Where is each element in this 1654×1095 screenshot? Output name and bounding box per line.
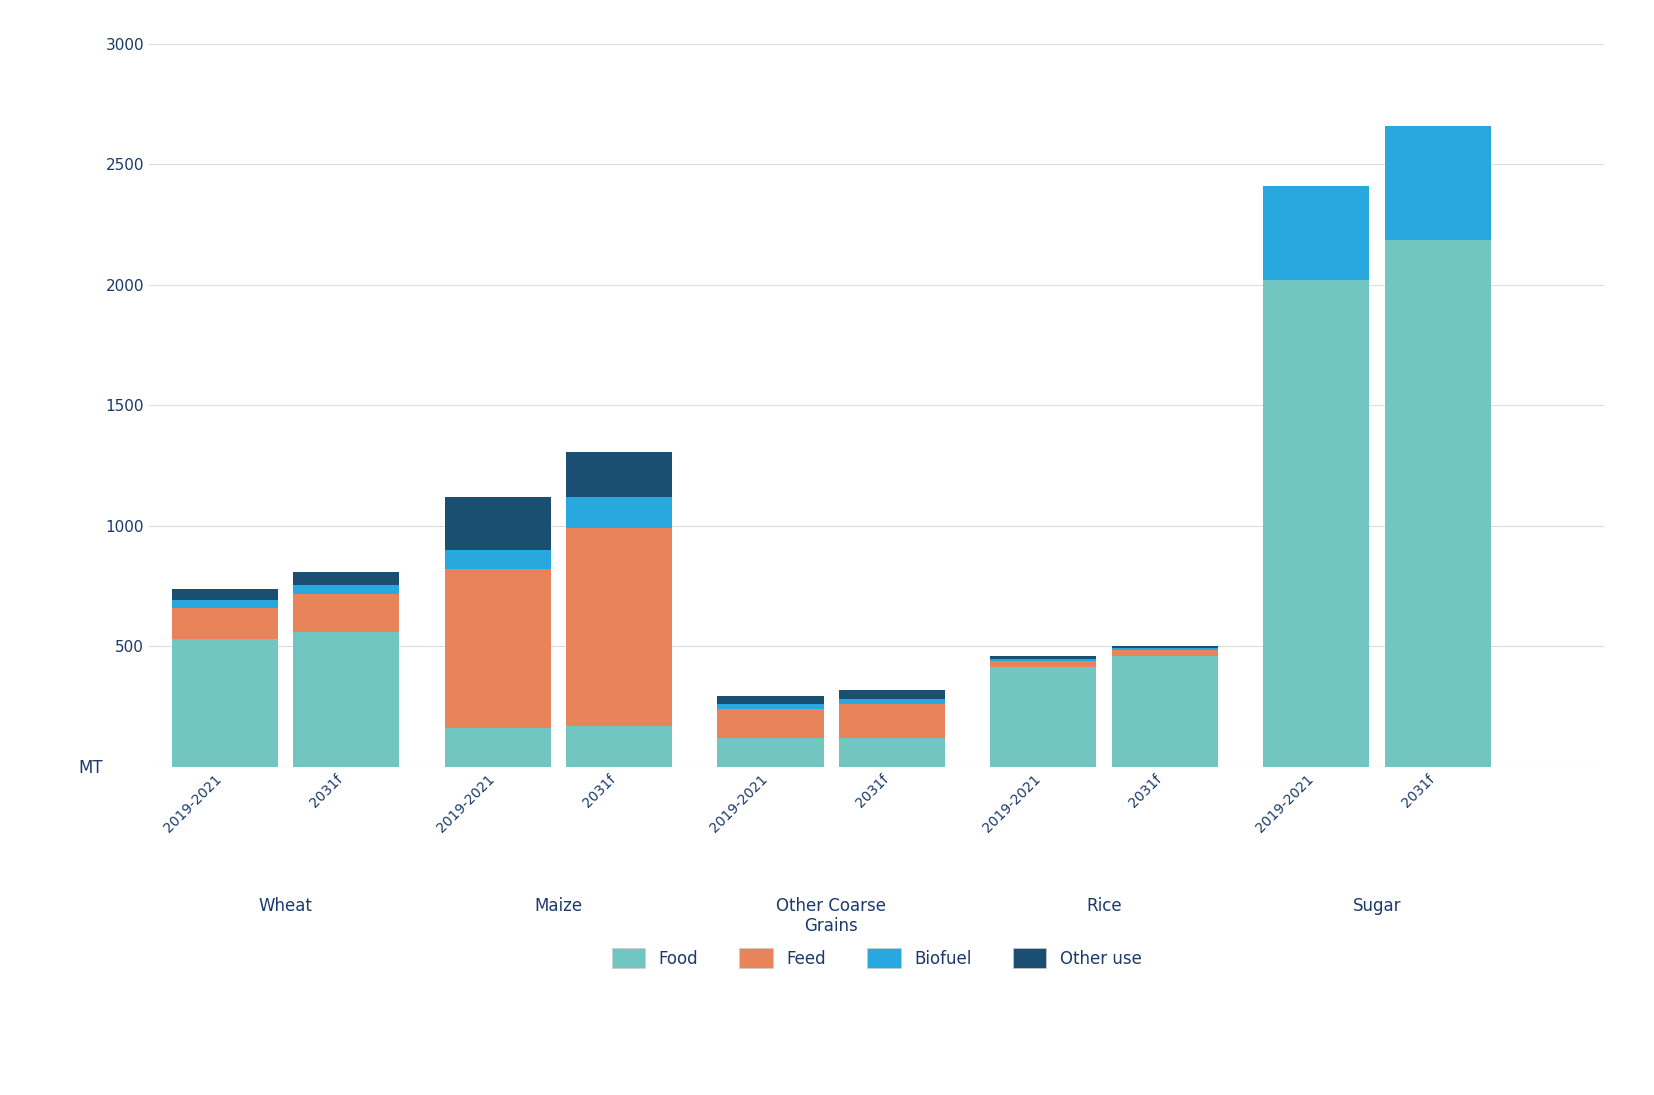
Bar <box>293 572 399 585</box>
Bar <box>445 497 551 550</box>
Bar <box>1111 649 1217 656</box>
Bar <box>172 608 278 638</box>
Bar <box>566 497 672 528</box>
Bar <box>293 632 399 766</box>
Legend: Food, Feed, Biofuel, Other use: Food, Feed, Biofuel, Other use <box>605 942 1148 975</box>
Text: Wheat: Wheat <box>258 897 313 914</box>
Text: Other Coarse
Grains: Other Coarse Grains <box>776 897 887 935</box>
Bar <box>293 595 399 632</box>
Bar <box>1264 280 1370 766</box>
Bar <box>718 696 824 704</box>
Bar <box>1111 646 1217 648</box>
Bar <box>718 738 824 766</box>
Bar <box>1111 648 1217 649</box>
Bar <box>839 690 944 699</box>
Bar <box>839 704 944 738</box>
Bar <box>172 589 278 600</box>
Bar <box>293 585 399 595</box>
Bar <box>718 704 824 710</box>
Bar <box>566 528 672 726</box>
Bar <box>839 738 944 766</box>
Bar <box>445 550 551 569</box>
Bar <box>566 452 672 497</box>
Bar <box>991 660 1097 667</box>
Text: Rice: Rice <box>1087 897 1121 914</box>
Bar <box>991 659 1097 660</box>
Bar <box>1384 126 1490 240</box>
Bar <box>1111 656 1217 766</box>
Bar <box>1384 240 1490 766</box>
Bar <box>445 569 551 728</box>
Text: Maize: Maize <box>534 897 582 914</box>
Bar <box>991 667 1097 766</box>
Bar <box>172 638 278 766</box>
Text: Sugar: Sugar <box>1353 897 1401 914</box>
Bar <box>445 728 551 766</box>
Bar <box>991 656 1097 659</box>
Bar <box>172 600 278 608</box>
Bar <box>839 699 944 704</box>
Bar <box>1264 186 1370 280</box>
Bar <box>566 726 672 766</box>
Bar <box>718 710 824 738</box>
Y-axis label: MT: MT <box>78 759 103 777</box>
